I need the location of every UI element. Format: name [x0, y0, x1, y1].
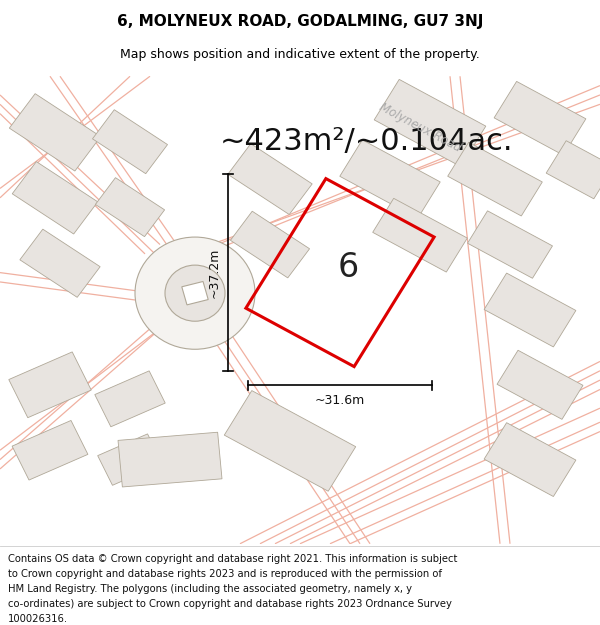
Text: ~423m²/~0.104ac.: ~423m²/~0.104ac. — [220, 127, 514, 156]
Text: 100026316.: 100026316. — [8, 614, 68, 624]
Text: HM Land Registry. The polygons (including the associated geometry, namely x, y: HM Land Registry. The polygons (includin… — [8, 584, 412, 594]
Polygon shape — [10, 94, 101, 171]
Polygon shape — [12, 421, 88, 480]
Text: 6: 6 — [337, 251, 359, 284]
Polygon shape — [448, 142, 542, 216]
Polygon shape — [118, 432, 222, 487]
Text: co-ordinates) are subject to Crown copyright and database rights 2023 Ordnance S: co-ordinates) are subject to Crown copyr… — [8, 599, 452, 609]
Polygon shape — [92, 110, 167, 174]
Polygon shape — [20, 229, 100, 298]
Polygon shape — [484, 422, 576, 496]
Polygon shape — [546, 141, 600, 199]
Circle shape — [135, 237, 255, 349]
Text: ~31.6m: ~31.6m — [315, 394, 365, 407]
Text: 6, MOLYNEUX ROAD, GODALMING, GU7 3NJ: 6, MOLYNEUX ROAD, GODALMING, GU7 3NJ — [117, 14, 483, 29]
Polygon shape — [95, 177, 164, 237]
Polygon shape — [373, 198, 467, 272]
Text: Map shows position and indicative extent of the property.: Map shows position and indicative extent… — [120, 48, 480, 61]
Polygon shape — [12, 162, 98, 234]
Polygon shape — [182, 281, 208, 305]
Polygon shape — [224, 391, 356, 491]
Text: ~37.2m: ~37.2m — [208, 248, 220, 298]
Circle shape — [165, 265, 225, 321]
Polygon shape — [230, 211, 310, 278]
Polygon shape — [497, 350, 583, 419]
Text: Contains OS data © Crown copyright and database right 2021. This information is : Contains OS data © Crown copyright and d… — [8, 554, 457, 564]
Polygon shape — [374, 79, 486, 167]
Polygon shape — [9, 352, 91, 418]
Polygon shape — [340, 140, 440, 218]
Polygon shape — [484, 273, 576, 347]
Polygon shape — [228, 144, 312, 214]
Polygon shape — [494, 81, 586, 155]
Text: Molyneux Road: Molyneux Road — [377, 101, 463, 155]
Polygon shape — [95, 371, 165, 427]
Text: to Crown copyright and database rights 2023 and is reproduced with the permissio: to Crown copyright and database rights 2… — [8, 569, 442, 579]
Polygon shape — [467, 211, 553, 278]
Polygon shape — [98, 434, 163, 485]
